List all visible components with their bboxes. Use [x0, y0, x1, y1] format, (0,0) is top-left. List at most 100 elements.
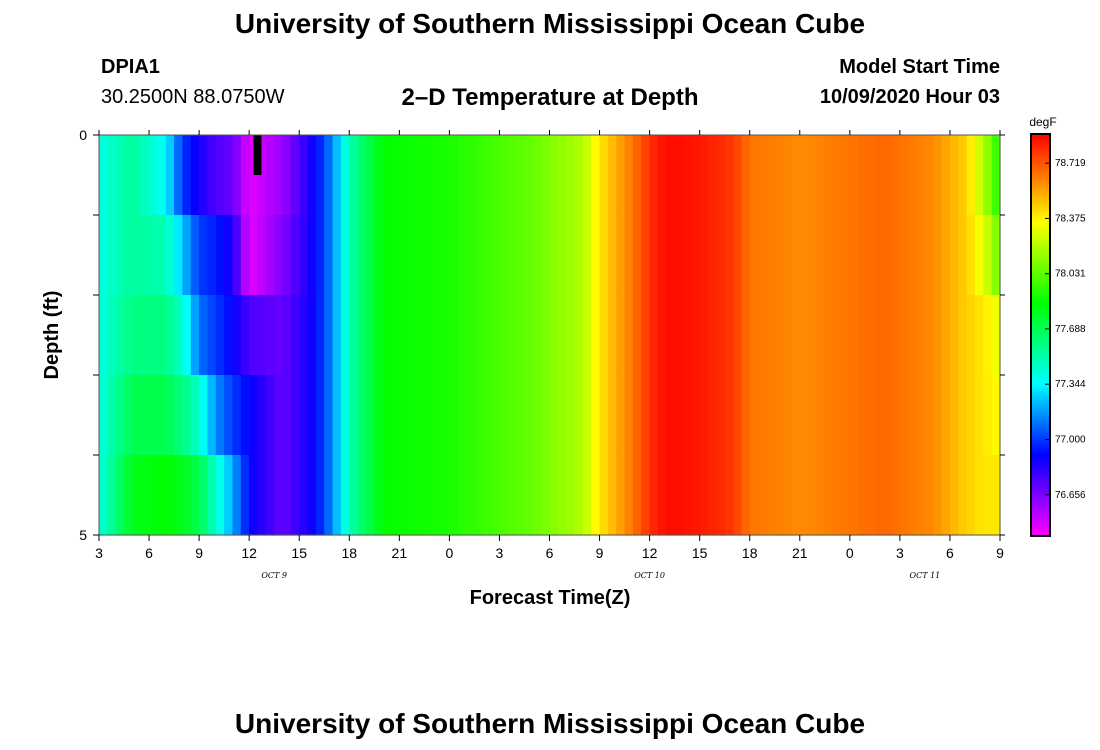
model-start-label: Model Start Time	[839, 56, 1000, 78]
heatmap-cell	[891, 455, 901, 536]
heatmap-cell	[599, 135, 609, 216]
heatmap-cell	[482, 135, 492, 216]
heatmap-cell	[307, 455, 317, 536]
heatmap-cell	[841, 135, 851, 216]
heatmap-cell	[249, 375, 259, 456]
heatmap-cell	[199, 455, 209, 536]
heatmap-cell	[849, 135, 859, 216]
heatmap-cell	[165, 135, 175, 216]
heatmap-cell	[516, 215, 526, 296]
heatmap-cell	[357, 135, 367, 216]
heatmap-cell	[365, 215, 375, 296]
heatmap-cell	[549, 215, 559, 296]
heatmap-cell	[708, 295, 717, 376]
x-tick-label: 9	[596, 545, 604, 561]
heatmap-cell	[649, 215, 659, 296]
heatmap-cell	[299, 295, 309, 376]
heatmap-cell	[224, 295, 234, 376]
heatmap-cell	[207, 375, 217, 456]
heatmap-cell	[107, 215, 117, 296]
heatmap-cell	[616, 295, 626, 376]
heatmap-cell	[457, 295, 467, 376]
heatmap-cell	[516, 295, 526, 376]
heatmap-cell	[974, 455, 984, 536]
heatmap-cell	[641, 135, 651, 216]
heatmap-cell	[441, 295, 450, 376]
heatmap-cell	[274, 455, 284, 536]
x-tick-label: 6	[546, 545, 554, 561]
heatmap-cell	[165, 215, 175, 296]
heatmap-cell	[682, 135, 692, 216]
heatmap-cell	[199, 215, 209, 296]
heatmap-cell	[916, 215, 926, 296]
heatmap-cell	[908, 375, 918, 456]
date-label: OCT 10	[634, 571, 665, 580]
heatmap-cell	[774, 295, 784, 376]
heatmap-cell	[149, 295, 158, 376]
heatmap-cell	[215, 215, 225, 296]
heatmap-cell	[124, 455, 133, 536]
heatmap-cell	[524, 375, 534, 456]
heatmap-cell	[365, 295, 375, 376]
heatmap-cell	[641, 295, 651, 376]
x-tick-label: 6	[145, 545, 153, 561]
heatmap-cell	[691, 375, 701, 456]
heatmap-cell	[240, 135, 250, 216]
heatmap-cell	[307, 135, 317, 216]
heatmap-cell	[557, 295, 567, 376]
x-tick-label: 12	[642, 545, 658, 561]
heatmap-cell	[324, 455, 334, 536]
heatmap-cell	[741, 135, 751, 216]
heatmap-cell	[874, 455, 884, 536]
heatmap-cell	[390, 295, 400, 376]
heatmap-cell	[841, 375, 851, 456]
heatmap-cell	[416, 455, 425, 536]
heatmap-cell	[958, 215, 968, 296]
heatmap-cell	[933, 375, 943, 456]
heatmap-cell	[491, 295, 501, 376]
heatmap-cell	[265, 295, 275, 376]
heatmap-cell	[132, 215, 142, 296]
heatmap-cell	[899, 135, 909, 216]
heatmap-cell	[407, 135, 417, 216]
heatmap-cell	[224, 135, 234, 216]
heatmap-cell	[315, 215, 325, 296]
heatmap-cell	[182, 295, 192, 376]
heatmap-cell	[899, 295, 909, 376]
x-tick-label: 15	[692, 545, 708, 561]
heatmap-cell	[507, 295, 517, 376]
heatmap-cell	[808, 295, 818, 376]
heatmap-cell	[199, 375, 209, 456]
heatmap-cell	[99, 135, 108, 216]
heatmap-cell	[424, 375, 434, 456]
heatmap-cell	[549, 295, 559, 376]
heatmap-cell	[315, 375, 325, 456]
heatmap-cell	[416, 215, 425, 296]
heatmap-cell	[182, 135, 192, 216]
heatmap-cell	[424, 135, 434, 216]
colorbar-tick-label: 78.375	[1055, 213, 1086, 224]
colorbar-tick-label: 78.031	[1055, 269, 1086, 280]
heatmap-cell	[699, 295, 709, 376]
heatmap-cell	[215, 295, 225, 376]
heatmap-cell	[182, 215, 192, 296]
heatmap-cell	[883, 455, 893, 536]
heatmap-cell	[140, 295, 150, 376]
heatmap-cell	[340, 455, 350, 536]
x-tick-label: 0	[445, 545, 453, 561]
heatmap-cell	[99, 295, 108, 376]
heatmap-cell	[607, 455, 617, 536]
heatmap-cell	[174, 375, 184, 456]
heatmap-cell	[340, 215, 350, 296]
heatmap-cell	[624, 215, 634, 296]
heatmap-cell	[457, 215, 467, 296]
heatmap-cell	[532, 375, 542, 456]
heatmap-cell	[666, 135, 676, 216]
heatmap-cell	[99, 375, 108, 456]
heatmap-cell	[382, 135, 392, 216]
heatmap-cell	[758, 135, 767, 216]
heatmap-cell	[441, 455, 450, 536]
heatmap-cell	[265, 135, 275, 216]
heatmap-cell	[774, 135, 784, 216]
heatmap-cell	[374, 135, 384, 216]
